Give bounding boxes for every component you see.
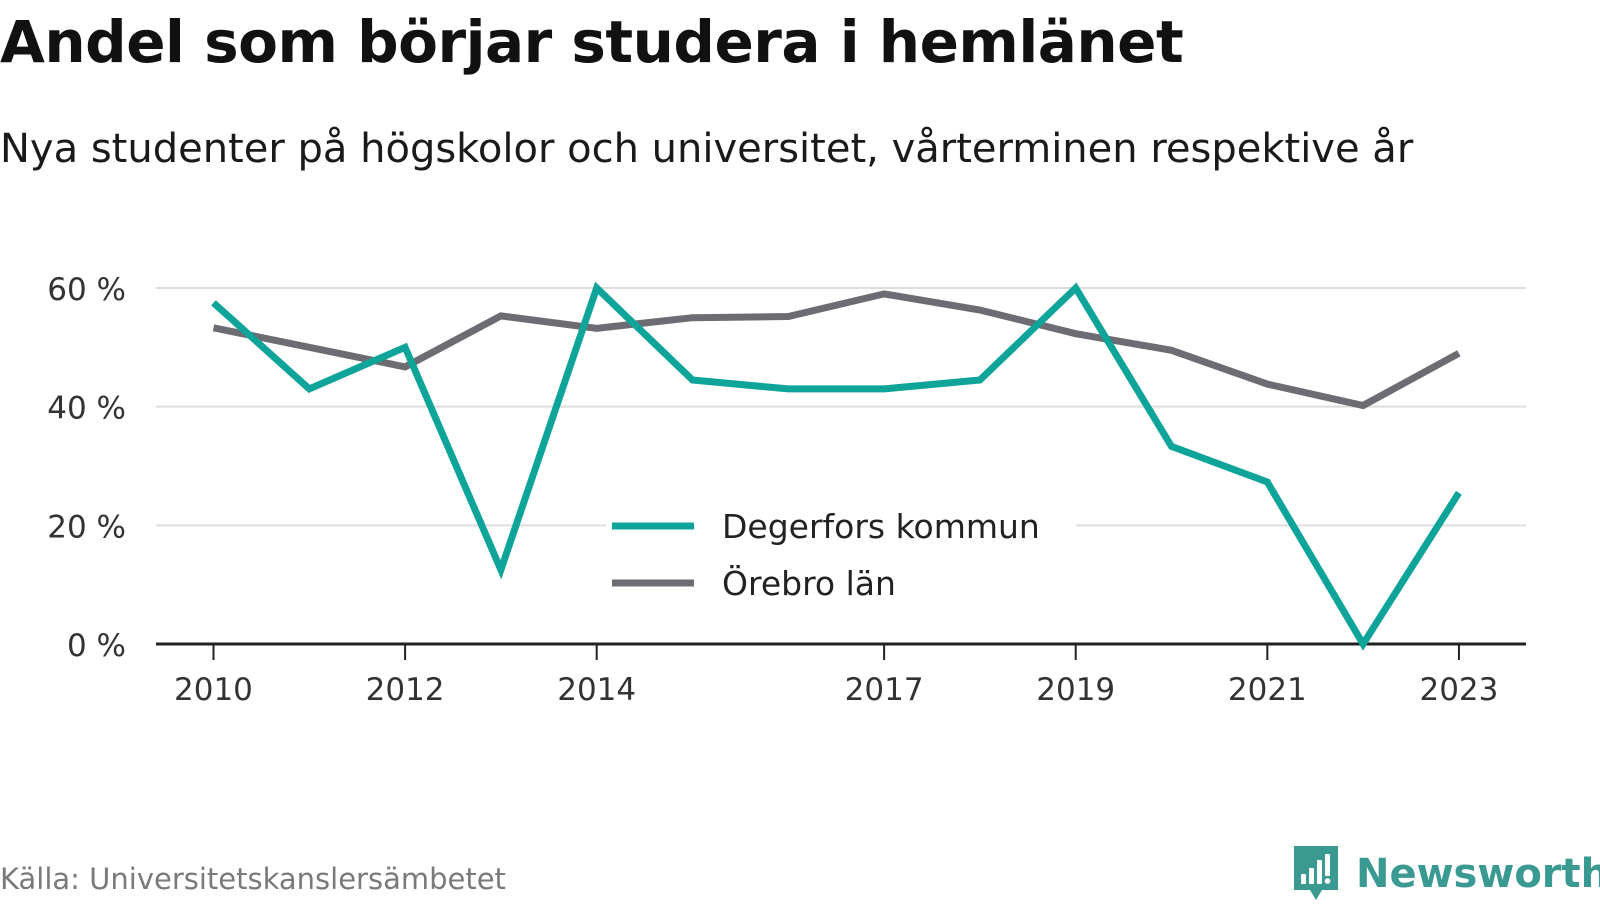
- data-point: [884, 293, 885, 294]
- data-point: [309, 347, 310, 348]
- data-point: [788, 388, 789, 389]
- data-point: [596, 328, 597, 329]
- y-tick-label: 0 %: [67, 628, 126, 664]
- x-tick-label: 2014: [557, 672, 636, 708]
- data-point: [1075, 333, 1076, 334]
- series-line-degerfors: [211, 281, 1462, 651]
- data-point: [500, 569, 501, 570]
- x-tick-label: 2017: [845, 672, 924, 708]
- chart-subtitle: Nya studenter på högskolor och universit…: [0, 126, 1414, 172]
- newsworthy-logo-icon: [1294, 846, 1338, 900]
- y-tick-label: 40 %: [47, 391, 126, 427]
- x-tick-label: 2012: [366, 672, 445, 708]
- data-point: [213, 327, 214, 328]
- brand-logo-block: Newsworthy: [1292, 844, 1600, 904]
- x-tick-label: 2019: [1036, 672, 1115, 708]
- data-point: [1267, 482, 1268, 483]
- data-point: [979, 309, 980, 310]
- data-point: [213, 302, 214, 303]
- series-lines: [211, 281, 1462, 651]
- legend: Degerfors kommun Örebro län: [606, 482, 1076, 603]
- data-point: [1458, 492, 1459, 493]
- x-tick-label: 2023: [1419, 672, 1498, 708]
- axes: 0 % 20 % 40 % 60 % 2010 2012 2014 2017 2019 2021 2…: [47, 272, 1526, 708]
- data-point: [596, 288, 597, 289]
- legend-background: [606, 482, 1076, 594]
- data-point: [1075, 288, 1076, 289]
- x-tick-label: 2021: [1228, 672, 1307, 708]
- data-point: [979, 379, 980, 380]
- data-point: [1171, 446, 1172, 447]
- data-point: [884, 388, 885, 389]
- data-point: [1458, 353, 1459, 354]
- legend-label: Degerfors kommun: [722, 507, 1040, 546]
- data-point: [1267, 384, 1268, 385]
- data-point: [1363, 405, 1364, 406]
- data-point: [788, 316, 789, 317]
- data-point: [692, 379, 693, 380]
- series-line-orebro: [212, 290, 1461, 410]
- data-point: [1363, 644, 1364, 645]
- data-point: [500, 315, 501, 316]
- y-tick-label: 60 %: [47, 272, 126, 308]
- legend-label: Örebro län: [722, 563, 896, 603]
- data-point: [1171, 350, 1172, 351]
- source-note: Källa: Universitetskanslersämbetet: [0, 862, 506, 896]
- data-point: [405, 366, 406, 367]
- brand-name: Newsworthy: [1356, 851, 1600, 897]
- data-point: [309, 388, 310, 389]
- x-tick-label: 2010: [174, 672, 253, 708]
- chart-title: Andel som börjar studera i hemlänet: [0, 8, 1184, 76]
- data-point: [692, 317, 693, 318]
- y-tick-label: 20 %: [47, 509, 126, 545]
- data-point: [405, 347, 406, 348]
